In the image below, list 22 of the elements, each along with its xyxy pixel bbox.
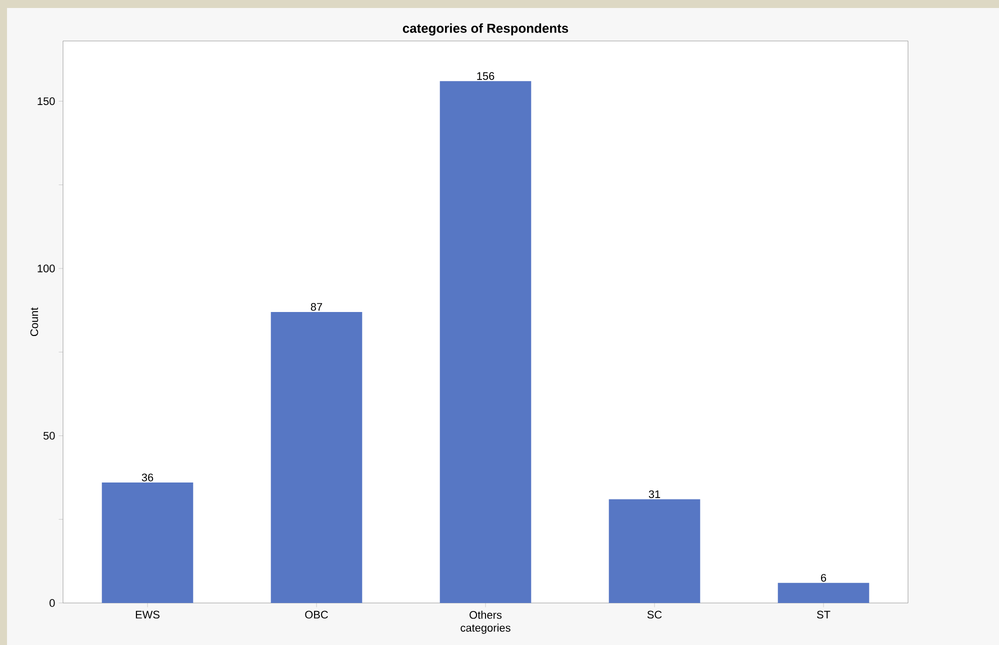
x-axis-title: categories bbox=[460, 624, 510, 634]
data-label: 87 bbox=[310, 303, 322, 311]
data-label: 156 bbox=[477, 72, 494, 80]
bar bbox=[778, 582, 870, 603]
bar bbox=[270, 312, 362, 603]
y-tick-label: 50 bbox=[43, 432, 55, 440]
y-axis-title: Count bbox=[30, 307, 38, 336]
data-label: 36 bbox=[142, 474, 154, 482]
x-tick-label: SC bbox=[647, 610, 662, 619]
x-tick-label: OBC bbox=[305, 610, 328, 619]
y-tick-label: 100 bbox=[38, 264, 55, 272]
chart-title: categories of Respondents bbox=[402, 23, 568, 36]
data-label: 6 bbox=[821, 574, 826, 582]
x-tick-label: EWS bbox=[136, 610, 160, 619]
bar bbox=[440, 81, 532, 603]
data-label: 31 bbox=[648, 490, 660, 498]
y-tick-label: 150 bbox=[38, 97, 55, 106]
x-tick-label: Others bbox=[470, 610, 502, 619]
y-tick-label: 0 bbox=[50, 599, 55, 607]
bar bbox=[608, 499, 700, 603]
bar bbox=[102, 482, 194, 603]
x-tick-label: ST bbox=[817, 610, 830, 619]
